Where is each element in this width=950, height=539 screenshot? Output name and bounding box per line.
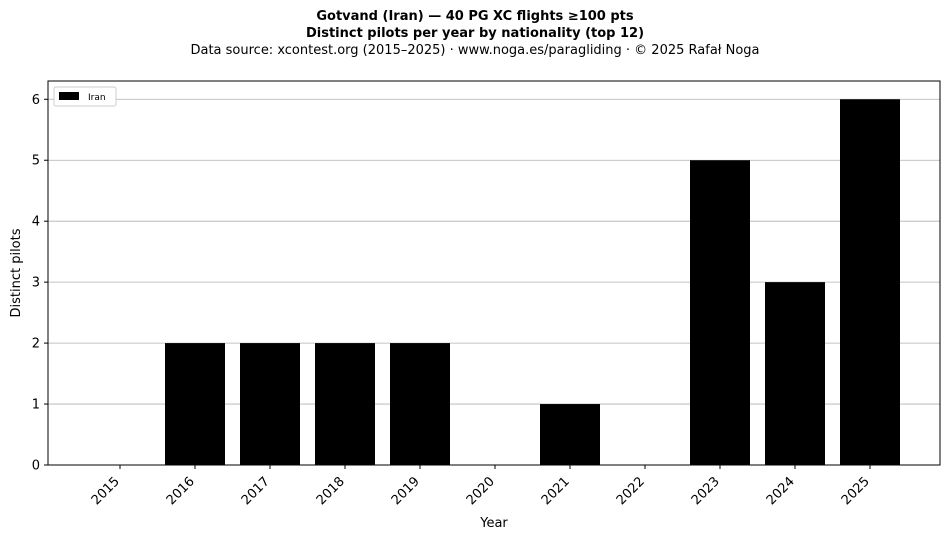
y-tick-label: 5 <box>32 154 40 169</box>
x-axis-label: Year <box>479 516 508 531</box>
x-tick-label-2019: 2019 <box>389 474 423 508</box>
legend-label-iran: Iran <box>88 93 106 103</box>
y-tick-label: 1 <box>32 398 40 413</box>
bar-2016 <box>165 343 225 465</box>
bar-2025 <box>840 99 900 466</box>
y-tick-label: 6 <box>32 93 40 108</box>
y-tick-label: 4 <box>32 215 40 230</box>
y-tick-label: 3 <box>32 276 40 291</box>
x-tick-label-2022: 2022 <box>614 474 648 508</box>
bar-2023 <box>690 160 750 465</box>
x-tick-label-2024: 2024 <box>764 474 798 508</box>
y-axis-ticks: 0 1 2 3 4 5 6 <box>32 93 48 474</box>
x-tick-label-2015: 2015 <box>89 474 123 508</box>
chart-title-block: Gotvand (Iran) — 40 PG XC flights ≥100 p… <box>0 8 950 59</box>
chart-title-line-2: Distinct pilots per year by nationality … <box>305 26 645 41</box>
y-tick-label: 2 <box>32 337 40 352</box>
bar-2021 <box>540 404 600 465</box>
plot-frame <box>47 80 941 466</box>
x-tick-label-2016: 2016 <box>164 474 198 508</box>
bar-2017 <box>240 343 300 465</box>
chart-subtitle: Data source: xcontest.org (2015–2025) · … <box>190 43 760 58</box>
y-axis-label: Distinct pilots <box>9 228 24 317</box>
legend-swatch-iran <box>59 92 79 100</box>
y-tick-label: 0 <box>32 459 40 474</box>
x-axis-ticks: 2015 2016 2017 2018 2019 2020 2021 2022 2023 2024… <box>89 465 873 508</box>
x-tick-label-2023: 2023 <box>689 474 723 508</box>
legend-box <box>53 86 117 107</box>
x-tick-label-2018: 2018 <box>314 474 348 508</box>
bar-2024 <box>765 282 825 465</box>
x-tick-label-2017: 2017 <box>239 474 273 508</box>
x-tick-label-2025: 2025 <box>839 474 873 508</box>
x-tick-label-2020: 2020 <box>464 474 498 508</box>
x-tick-label-2021: 2021 <box>539 474 573 508</box>
bar-2018 <box>315 343 375 465</box>
chart-title-line-1: Gotvand (Iran) — 40 PG XC flights ≥100 p… <box>316 9 634 24</box>
legend: Iran <box>53 86 117 107</box>
bars <box>165 99 900 466</box>
bar-2019 <box>390 343 450 465</box>
